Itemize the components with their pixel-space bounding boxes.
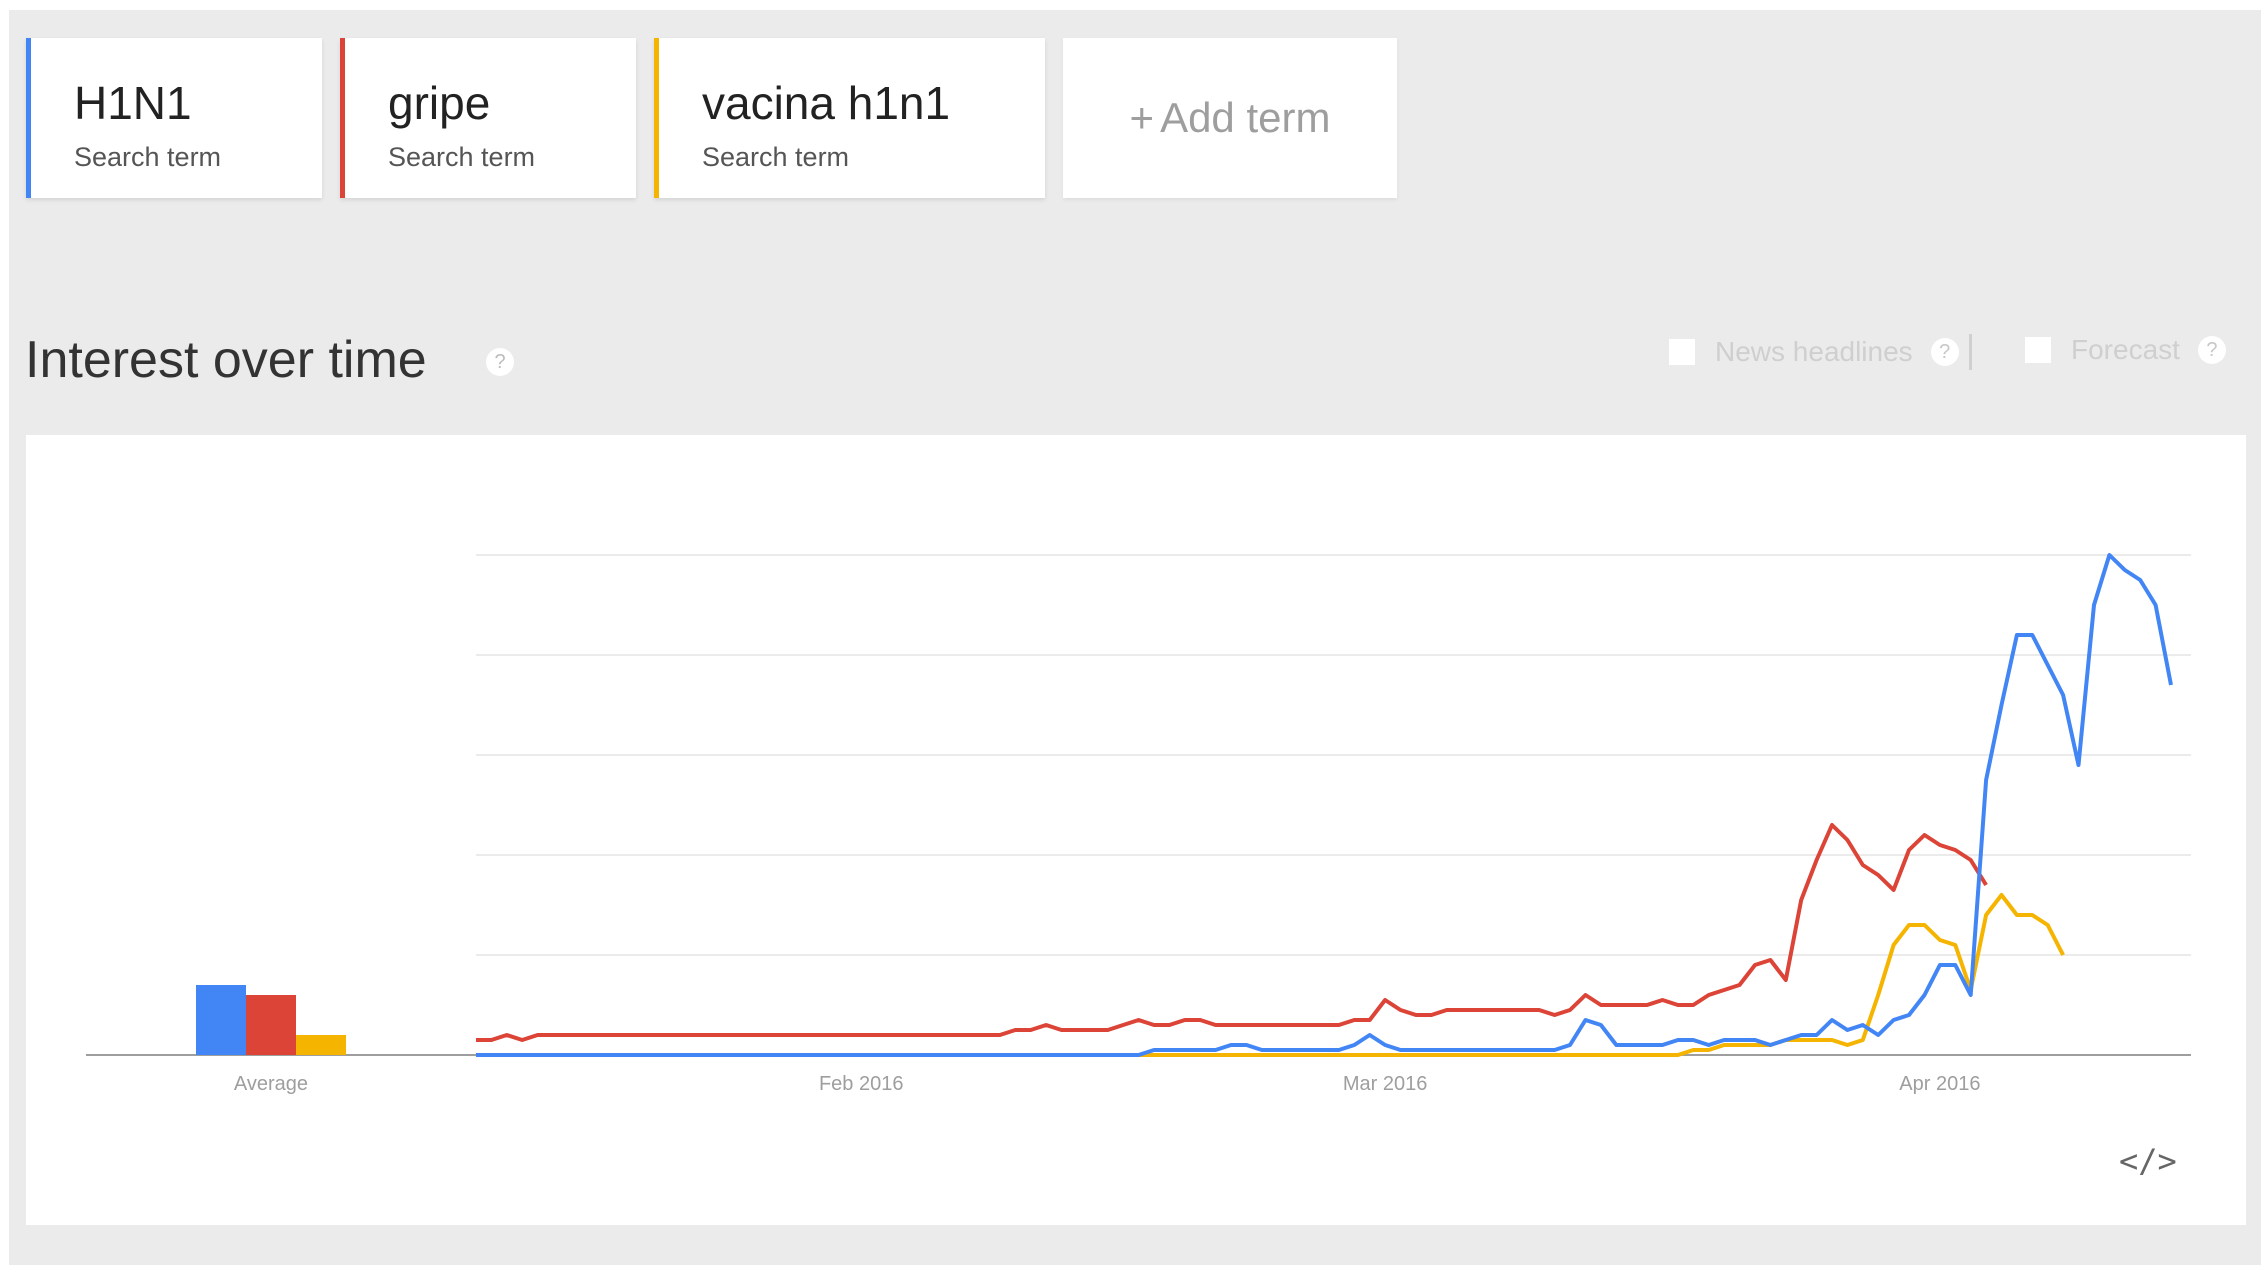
term-card-h1n1[interactable]: H1N1 Search term [26, 38, 322, 198]
term-color-bar [654, 38, 659, 198]
news-headlines-checkbox[interactable] [1669, 339, 1695, 365]
term-color-bar [340, 38, 345, 198]
help-icon[interactable]: ? [1930, 338, 1959, 366]
add-term-button[interactable]: + Add term [1063, 38, 1397, 198]
term-name: H1N1 [74, 77, 192, 129]
term-card-vacina-h1n1[interactable]: vacina h1n1 Search term [654, 38, 1045, 198]
option-divider [1968, 334, 1972, 370]
forecast-checkbox[interactable] [2025, 337, 2051, 363]
x-tick-label: Mar 2016 [1343, 1073, 1428, 1095]
plus-icon: + [1129, 94, 1155, 141]
term-color-bar [26, 38, 31, 198]
term-name: vacina h1n1 [702, 77, 951, 129]
term-type: Search term [74, 142, 222, 172]
x-tick-label: Apr 2016 [1899, 1073, 1980, 1095]
news-headlines-option[interactable]: News headlines ? [1669, 334, 1972, 370]
term-name: gripe [388, 77, 491, 129]
section-title: Interest over time [25, 331, 427, 389]
news-headlines-label: News headlines [1715, 336, 1913, 367]
series-line-vacina-h1n1 [476, 893, 2065, 1057]
chart-card: Average Feb 2016 Mar 2016 Apr 2016 [26, 435, 2246, 1225]
forecast-label: Forecast [2071, 334, 2180, 365]
add-term-label: Add term [1160, 94, 1331, 141]
code-embed-icon[interactable]: </> [2119, 1142, 2177, 1180]
average-label: Average [234, 1073, 308, 1095]
average-bar [246, 995, 296, 1055]
trends-page: H1N1 Search term gripe Search term vacin… [9, 10, 2261, 1265]
x-tick-label: Feb 2016 [819, 1073, 904, 1095]
average-bar [296, 1035, 346, 1055]
help-icon[interactable]: ? [2197, 336, 2226, 364]
series-line-h1n1 [476, 553, 2173, 1057]
series-line-gripe [476, 823, 1988, 1042]
term-type: Search term [388, 142, 536, 172]
term-card-gripe[interactable]: gripe Search term [340, 38, 636, 198]
average-bar [196, 985, 246, 1055]
help-icon[interactable]: ? [486, 348, 514, 376]
forecast-option[interactable]: Forecast ? [2025, 334, 2226, 366]
interest-over-time-chart: Average Feb 2016 Mar 2016 Apr 2016 [86, 553, 2191, 1095]
term-type: Search term [702, 142, 850, 172]
